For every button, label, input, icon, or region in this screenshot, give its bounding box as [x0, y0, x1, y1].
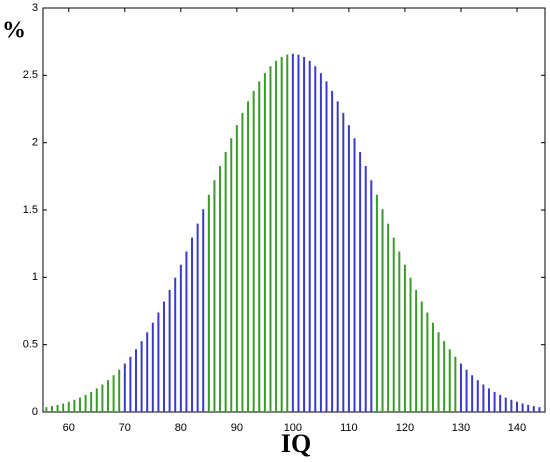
y-tick-label: 0.5 — [23, 339, 38, 351]
y-tick-label: 1.5 — [23, 204, 38, 216]
x-tick-label: 70 — [119, 422, 131, 434]
x-tick-label: 140 — [508, 422, 526, 434]
x-axis-label: IQ — [281, 429, 311, 458]
plot-frame — [42, 7, 546, 413]
y-tick-label: 2 — [32, 137, 38, 149]
y-axis-label: % — [2, 18, 26, 44]
y-tick-label: 1 — [32, 271, 38, 283]
x-tick-label: 100 — [284, 422, 302, 434]
y-tick-label: 2.5 — [23, 69, 38, 81]
y-tick-label: 0 — [32, 406, 38, 418]
x-tick-label: 80 — [175, 422, 187, 434]
x-tick-label: 110 — [340, 422, 358, 434]
x-tick-label: 120 — [396, 422, 414, 434]
y-tick-label: 3 — [32, 2, 38, 14]
x-tick-label: 90 — [231, 422, 243, 434]
x-tick-label: 60 — [63, 422, 75, 434]
x-tick-label: 130 — [452, 422, 470, 434]
